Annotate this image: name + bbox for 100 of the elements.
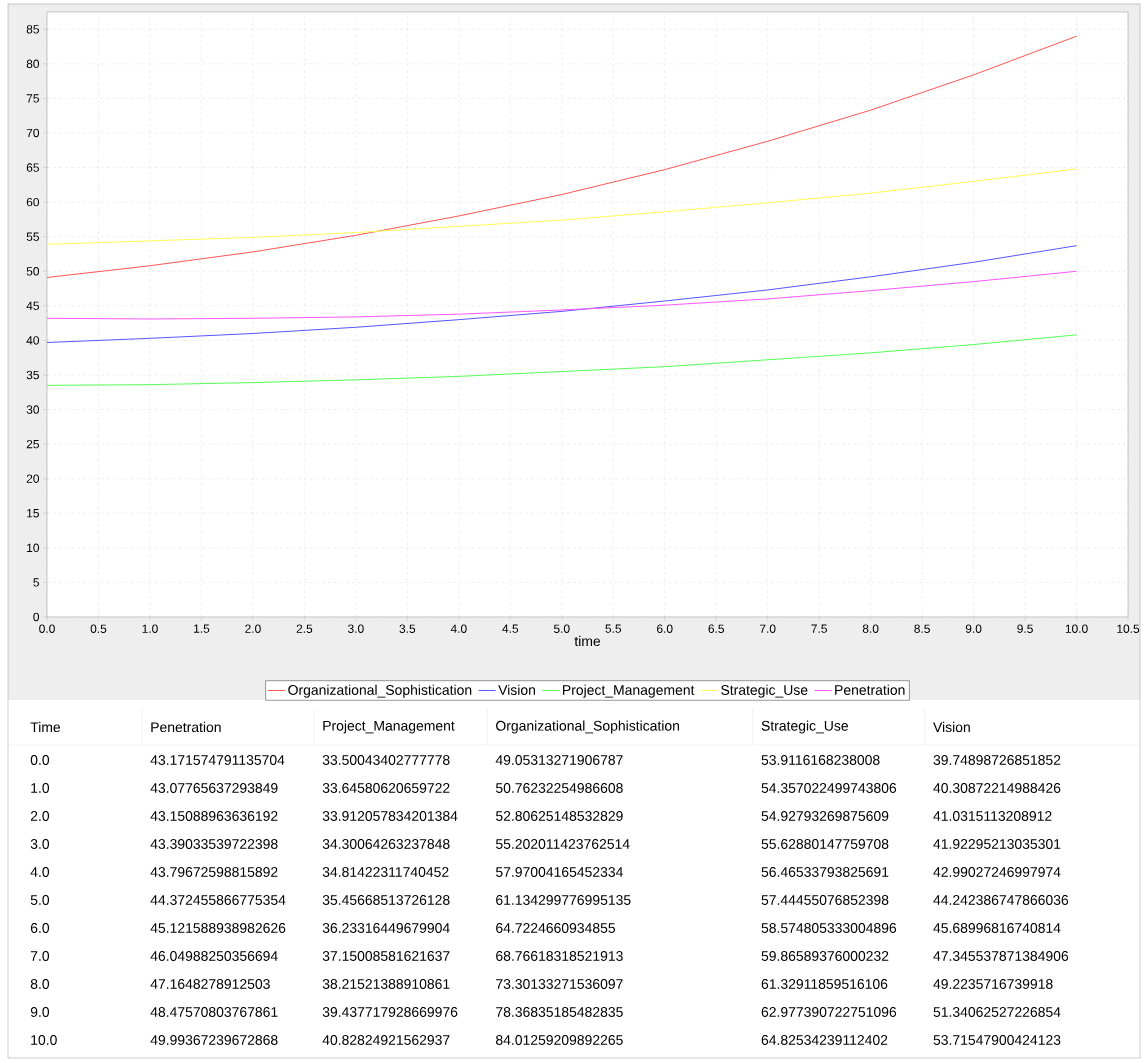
x-tick-label: 3.5 xyxy=(399,624,416,633)
y-tick-label: 40 xyxy=(26,336,40,345)
data-label: 44.242386747866036 xyxy=(933,895,1069,905)
data-label: 41.0315113208912 xyxy=(933,811,1052,821)
data-label: 84.01259209892265 xyxy=(496,1035,623,1045)
data-label: 54.357022499743806 xyxy=(761,783,897,793)
data-label: 45.121588938982626 xyxy=(150,923,286,933)
y-tick-label: 4.0 xyxy=(30,867,50,877)
x-tick-label: Project_Management xyxy=(323,720,455,734)
line-series xyxy=(47,270,1078,320)
y-tick-label: 9.0 xyxy=(30,1007,50,1017)
data-label: 39.74898726851852 xyxy=(933,755,1061,765)
x-tick-label: 2.5 xyxy=(296,624,313,633)
y-tick-label: 1.0 xyxy=(31,783,50,793)
data-label: 40.30872214988426 xyxy=(933,783,1061,793)
data-label: 43.79672598815892 xyxy=(150,867,278,877)
data-label: 47.345537871384906 xyxy=(933,951,1069,961)
y-tick-label: 3.0 xyxy=(30,839,50,849)
legend-label: Organizational_Sophistication xyxy=(288,684,472,698)
data-label: 43.171574791135704 xyxy=(150,755,285,765)
data-label: 56.46533793825691 xyxy=(761,867,889,877)
data-label: 33.50043402777778 xyxy=(322,755,450,765)
data-label: 51.34062527226854 xyxy=(933,1007,1061,1017)
x-tick-label: 4.0 xyxy=(450,624,467,633)
x-tick-label: 10.0 xyxy=(1065,624,1088,633)
data-label: 46.04988250356694 xyxy=(150,951,278,961)
y-tick-label: 10 xyxy=(27,543,40,553)
data-label: 57.44455076852398 xyxy=(761,895,889,905)
data-label: 64.7224660934855 xyxy=(496,923,616,933)
data-label: 42.99027246997974 xyxy=(933,867,1061,877)
y-tick-label: 7.0 xyxy=(30,951,50,961)
data-label: 53.9116168238008 xyxy=(761,755,880,765)
y-tick-label: 30 xyxy=(26,405,40,414)
y-tick-label: 80 xyxy=(26,59,40,69)
data-label: 78.36835185482835 xyxy=(496,1007,623,1017)
x-tick-label: 0.5 xyxy=(90,624,107,633)
data-label: 55.62880147759708 xyxy=(761,839,889,849)
x-tick-label: 9.5 xyxy=(1017,624,1033,633)
y-tick-label: 55 xyxy=(26,232,39,241)
legend-label: Strategic_Use xyxy=(721,684,808,698)
data-label: 36.23316449679904 xyxy=(322,923,450,933)
y-tick-label: 25 xyxy=(26,439,39,449)
data-label: 45.68996816740814 xyxy=(933,923,1061,933)
data-label: 38.21521388910861 xyxy=(322,979,450,989)
x-tick-label: 9.0 xyxy=(965,624,982,633)
x-tick-label: 6.5 xyxy=(708,624,725,633)
data-label: 34.81422311740452 xyxy=(322,867,449,877)
y-tick-label: 0.0 xyxy=(30,755,50,765)
y-tick-label: 0 xyxy=(33,612,40,622)
y-tick-label: 8.0 xyxy=(30,979,50,989)
y-tick-label: 60 xyxy=(26,197,40,207)
data-label: 43.15088963636192 xyxy=(150,811,278,821)
data-label: 59.86589376000232 xyxy=(761,951,889,961)
data-label: 43.07765637293849 xyxy=(150,783,278,793)
x-tick-label: Vision xyxy=(933,721,970,733)
x-tick-label: 1.0 xyxy=(142,624,158,633)
data-label: 41.92295213035301 xyxy=(933,839,1061,849)
line-series xyxy=(47,35,1078,278)
y-tick-label: 2.0 xyxy=(30,811,50,821)
x-tick-label: 5.5 xyxy=(605,624,622,633)
data-label: 57.97004165452334 xyxy=(495,867,623,877)
data-label: 64.82534239112402 xyxy=(761,1035,888,1045)
x-tick-label: 6.0 xyxy=(657,624,673,633)
line-series xyxy=(47,168,1078,245)
legend-label: Penetration xyxy=(835,684,905,695)
data-label: 49.05313271906787 xyxy=(495,755,623,765)
x-tick-label: 4.5 xyxy=(502,624,519,633)
y-tick-label: 15 xyxy=(27,509,39,518)
y-tick-label: 35 xyxy=(26,370,39,380)
data-label: 34.30064263237848 xyxy=(322,839,450,849)
x-tick-label: 7.5 xyxy=(811,624,827,633)
legend-label: Vision xyxy=(498,684,535,695)
data-label: 61.32911859516106 xyxy=(761,979,888,989)
y-tick-label: 75 xyxy=(26,94,39,103)
y-tick-label: 45 xyxy=(26,301,39,310)
data-label: 55.202011423762514 xyxy=(495,839,630,849)
x-tick-label: 1.5 xyxy=(194,624,210,633)
x-axis-title: time xyxy=(574,635,601,647)
x-tick-label: Strategic_Use xyxy=(761,720,848,734)
data-label: 44.372455866775354 xyxy=(150,895,286,905)
y-tick-label: 85 xyxy=(26,25,39,34)
x-tick-label: 3.0 xyxy=(348,624,364,633)
data-label: 61.134299776995135 xyxy=(496,895,631,905)
data-label: 48.47570803767861 xyxy=(150,1007,278,1017)
data-label: 35.45668513726128 xyxy=(322,895,450,905)
x-tick-label: 8.5 xyxy=(914,624,930,633)
y-tick-label: 20 xyxy=(26,474,40,483)
legend-label: Project_Management xyxy=(563,684,695,698)
data-label: 43.39033539722398 xyxy=(150,839,278,849)
data-label: 49.99367239672868 xyxy=(150,1035,278,1045)
data-label: 33.64580620659722 xyxy=(322,783,450,793)
y-tick-label: 70 xyxy=(26,128,40,138)
data-label: 73.30133271536097 xyxy=(496,979,623,989)
data-label: 52.80625148532829 xyxy=(495,811,623,821)
data-label: 47.1648278912503 xyxy=(150,979,270,989)
y-tick-label: 5.0 xyxy=(30,895,50,905)
x-tick-label: 5.0 xyxy=(553,624,570,633)
data-label: 37.15008581621637 xyxy=(322,951,450,961)
y-tick-label: 6.0 xyxy=(30,923,50,933)
x-tick-label: 10.5 xyxy=(1117,624,1140,633)
